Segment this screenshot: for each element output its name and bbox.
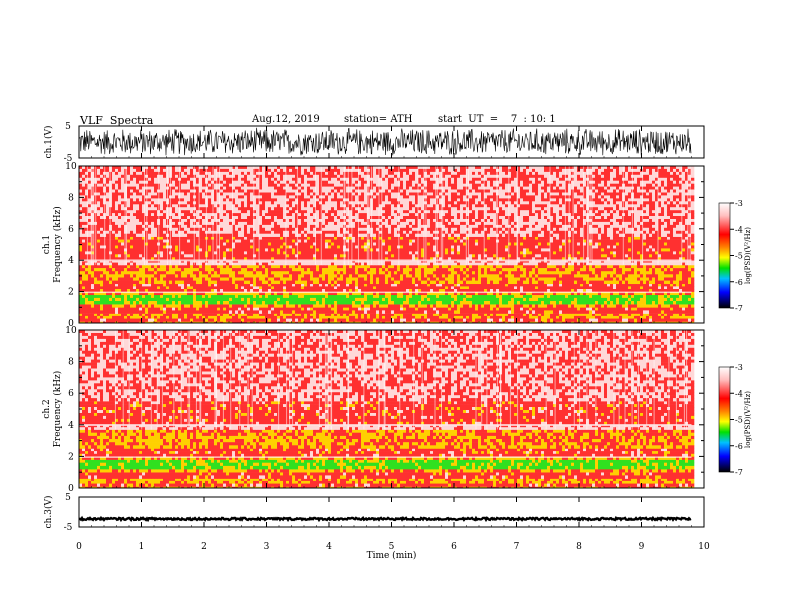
band-red-0.6-1 bbox=[79, 307, 695, 314]
x-axis-label: Time (min) bbox=[367, 550, 417, 561]
colorbar-label: log(PSD)(V²/Hz) bbox=[744, 227, 752, 284]
band-gap bbox=[79, 456, 692, 458]
band-red-4-5.5 bbox=[79, 401, 695, 426]
y-tick-label-10: 10 bbox=[65, 162, 77, 172]
band-yellow-0.3-0.6 bbox=[79, 478, 695, 484]
band-red-2-2.5 bbox=[79, 448, 695, 457]
spectrogram-streaks bbox=[86, 166, 691, 265]
colorbar-tick-label--7: -7 bbox=[735, 304, 743, 313]
band-yellow-1-1.2 bbox=[79, 469, 695, 473]
band-gap bbox=[79, 291, 692, 294]
start-time-label: start UT = 7 : 10: 1 bbox=[438, 114, 556, 125]
x-tick-label-8: 8 bbox=[576, 542, 582, 552]
band-red-4-5.5 bbox=[79, 236, 695, 261]
colorbar bbox=[718, 202, 731, 309]
band-yellow-1.8-2 bbox=[79, 291, 695, 296]
band-red-0.1-0.3 bbox=[79, 483, 695, 487]
band-green-1.2-1.8 bbox=[79, 294, 695, 305]
y-tick-label-5: 5 bbox=[65, 122, 71, 132]
colorbar-label: log(PSD)(V²/Hz) bbox=[744, 391, 752, 448]
x-tick-label-9: 9 bbox=[639, 542, 645, 552]
y-tick-label-2: 2 bbox=[68, 452, 74, 462]
date-label: Aug.12, 2019 bbox=[252, 114, 320, 125]
y-tick-label-4: 4 bbox=[68, 256, 74, 266]
x-tick-label-4: 4 bbox=[326, 542, 332, 552]
waveform-trace bbox=[78, 127, 692, 156]
band-red-0.6-1 bbox=[79, 472, 695, 479]
band-red-0.1-0.3 bbox=[79, 318, 695, 322]
frequency-axis-label: Frequency (kHz) bbox=[52, 206, 63, 283]
station-label: station= ATH bbox=[344, 114, 412, 125]
x-tick-label-2: 2 bbox=[201, 542, 207, 552]
colorbar-tick-label--6: -6 bbox=[735, 278, 743, 287]
band-red-2-2.5 bbox=[79, 283, 695, 292]
band-yellow-red-2.5-3.7 bbox=[79, 429, 695, 449]
colorbar bbox=[718, 366, 731, 473]
x-tick-label-1: 1 bbox=[139, 542, 145, 552]
band-yellow-0-0.1 bbox=[79, 321, 695, 324]
channel-label: ch.2 bbox=[42, 399, 52, 418]
band-yellow-red-2.5-3.7 bbox=[79, 264, 695, 285]
y-tick-label-2: 2 bbox=[68, 288, 74, 298]
frequency-axis-label: Frequency (kHz) bbox=[52, 371, 63, 448]
band-yellow-0-0.1 bbox=[79, 486, 695, 489]
x-tick-label-6: 6 bbox=[451, 542, 457, 552]
band-pink-red-5.5-10 bbox=[79, 166, 695, 237]
band-green-1.2-1.8 bbox=[79, 459, 695, 470]
waveform-axis-label: ch.1(V) bbox=[43, 126, 54, 159]
colorbar-tick-label--5: -5 bbox=[735, 416, 743, 425]
spectrogram-streaks bbox=[114, 330, 688, 430]
band-gap bbox=[79, 259, 692, 262]
y-tick-label-0: 0 bbox=[68, 484, 74, 494]
x-tick-label-0: 0 bbox=[76, 542, 82, 552]
x-tick-label-7: 7 bbox=[514, 542, 520, 552]
y-tick-label-4: 4 bbox=[68, 421, 74, 431]
y-tick-label--5: -5 bbox=[64, 523, 73, 533]
colorbar-tick-label--3: -3 bbox=[735, 199, 743, 208]
band-yellow-1-1.2 bbox=[79, 304, 695, 308]
y-tick-label-6: 6 bbox=[68, 225, 74, 235]
y-tick-label-10: 10 bbox=[65, 326, 77, 336]
x-tick-label-5: 5 bbox=[389, 542, 395, 552]
y-tick-label--5: -5 bbox=[64, 154, 73, 164]
colorbar-tick-label--7: -7 bbox=[735, 468, 743, 477]
channel-label: ch.1 bbox=[42, 235, 52, 254]
band-yellow-0.3-0.6 bbox=[79, 313, 695, 319]
waveform-trace bbox=[78, 515, 692, 523]
band-pink-red-5.5-10 bbox=[79, 330, 695, 402]
colorbar-tick-label--6: -6 bbox=[735, 442, 743, 451]
colorbar-tick-label--3: -3 bbox=[735, 363, 743, 372]
y-tick-label-5: 5 bbox=[65, 493, 71, 503]
x-tick-label-10: 10 bbox=[698, 542, 710, 552]
band-yellow-1.8-2 bbox=[79, 456, 695, 460]
colorbar-tick-label--5: -5 bbox=[735, 252, 743, 261]
x-tick-label-3: 3 bbox=[264, 542, 270, 552]
y-tick-label-8: 8 bbox=[68, 193, 74, 203]
y-tick-label-8: 8 bbox=[68, 358, 74, 368]
y-tick-label-6: 6 bbox=[68, 389, 74, 399]
band-gap bbox=[79, 424, 692, 427]
colorbar-tick-label--4: -4 bbox=[735, 389, 743, 398]
waveform-axis-label: ch.3(V) bbox=[43, 496, 54, 529]
chart-title: VLF Spectra bbox=[80, 114, 153, 127]
colorbar-tick-label--4: -4 bbox=[735, 225, 743, 234]
y-tick-label-0: 0 bbox=[68, 319, 74, 329]
